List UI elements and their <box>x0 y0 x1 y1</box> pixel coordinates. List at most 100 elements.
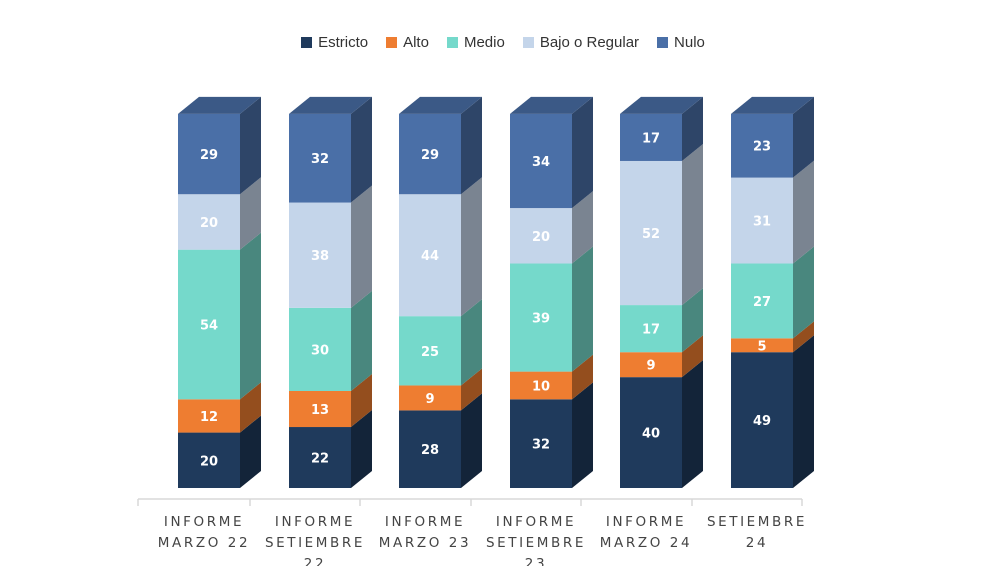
bar-segment <box>510 208 572 264</box>
bar-segment-side <box>461 299 482 386</box>
bar-segment <box>399 194 461 317</box>
category-label-line: MARZO 22 <box>158 535 250 551</box>
legend-label: Medio <box>463 34 505 51</box>
bar-segment-side <box>572 191 593 264</box>
data-label: 27 <box>753 295 771 310</box>
data-label: 28 <box>421 443 439 458</box>
bar-segment <box>399 316 461 386</box>
legend-swatch <box>446 37 458 48</box>
data-label: 17 <box>642 323 660 338</box>
legend-label: Nulo <box>674 34 705 51</box>
bar-segment-side <box>682 143 703 306</box>
bar-segment-side <box>461 393 482 488</box>
bar-segment <box>178 113 240 195</box>
bar-segment-side <box>572 246 593 372</box>
bar-segment <box>620 113 682 161</box>
legend-item: Medio <box>446 34 505 51</box>
category-label: INFORME MARZO 23 <box>379 514 471 551</box>
legend-label: Estricto <box>318 34 369 51</box>
category-label-line: 24 <box>746 535 768 551</box>
legend-swatch <box>386 37 398 48</box>
bar-top-face <box>510 96 593 114</box>
bar-stack: 28 9 25 44 29 <box>399 96 482 488</box>
bar-segment <box>510 371 572 400</box>
bar-segment <box>510 263 572 372</box>
bar-top-face <box>399 96 482 114</box>
bar-top-face <box>731 96 814 114</box>
category-label-line: SETIEMBRE <box>707 514 807 530</box>
legend-item: Estricto <box>301 34 368 51</box>
bar-stack: 40 9 17 52 17 <box>620 96 703 488</box>
bar-segment-side <box>682 96 703 161</box>
bar-segment-side <box>351 410 372 488</box>
data-label: 22 <box>311 452 329 467</box>
bar-segment-side <box>793 321 814 353</box>
legend-label: Alto <box>403 34 429 51</box>
bar-segment <box>731 113 793 178</box>
bar-segment <box>289 307 351 391</box>
legend-item: Nulo <box>657 34 705 51</box>
data-label: 20 <box>200 454 218 469</box>
legend-item: Alto <box>386 34 429 51</box>
data-label: 52 <box>642 227 660 242</box>
bar-segment-side <box>240 96 261 195</box>
category-label: INFORME MARZO 24 <box>600 514 692 551</box>
bar-top-face <box>620 96 703 114</box>
bar-segment <box>620 305 682 353</box>
category-label-line: 22 <box>304 556 326 566</box>
bar-segment <box>620 377 682 488</box>
data-label: 20 <box>532 230 550 245</box>
category-label-line: SETIEMBRE <box>265 535 365 551</box>
legend: Estricto Alto Medio Bajo o Regular Nulo <box>0 34 1006 51</box>
data-label: 54 <box>200 318 218 333</box>
bar-segment <box>399 113 461 195</box>
bar-segment <box>399 410 461 488</box>
bar-stack: 20 12 54 20 29 <box>178 96 261 488</box>
bar-stack: 32 10 39 20 34 <box>510 96 593 488</box>
category-label-line: INFORME <box>164 514 244 530</box>
bar-segment-side <box>793 96 814 178</box>
bar-segment-side <box>351 290 372 391</box>
data-label: 49 <box>753 414 771 429</box>
bar-segment-side <box>572 96 593 209</box>
category-label-line: SETIEMBRE <box>486 535 586 551</box>
data-label: 20 <box>200 216 218 231</box>
bar-segment <box>620 160 682 306</box>
category-label-line: INFORME <box>606 514 686 530</box>
bar-segment <box>289 427 351 488</box>
data-label: 9 <box>646 359 655 374</box>
data-label: 30 <box>311 343 329 358</box>
data-label: 13 <box>311 403 329 418</box>
bar-segment-side <box>682 335 703 378</box>
bar-segment-side <box>461 177 482 317</box>
bar-segment-side <box>793 160 814 264</box>
bar-segment <box>620 352 682 378</box>
data-label: 5 <box>757 339 766 354</box>
legend-label: Bajo o Regular <box>539 34 640 51</box>
data-label: 31 <box>753 215 771 230</box>
data-label: 12 <box>200 410 218 425</box>
bar-segment <box>289 391 351 428</box>
data-label: 29 <box>200 148 218 163</box>
bar-segment <box>510 399 572 488</box>
bar-segment-side <box>793 335 814 488</box>
bar-segment <box>731 352 793 488</box>
category-label: INFORME SETIEMBRE 22 <box>265 514 365 566</box>
bar-segment <box>731 177 793 264</box>
bar-segment-side <box>572 354 593 400</box>
category-label-line: INFORME <box>385 514 465 530</box>
data-label: 25 <box>421 345 439 360</box>
category-label-line: 23 <box>525 556 547 566</box>
data-label: 38 <box>311 249 329 264</box>
category-label: SETIEMBRE 24 <box>707 514 807 551</box>
category-label: INFORME MARZO 22 <box>158 514 250 551</box>
bar-segment-side <box>682 360 703 488</box>
category-label-line: INFORME <box>275 514 355 530</box>
bar-segment-side <box>351 185 372 308</box>
legend-swatch <box>657 37 669 48</box>
bar-segment-side <box>240 382 261 433</box>
bar-segment <box>731 338 793 353</box>
legend-swatch <box>301 37 313 48</box>
